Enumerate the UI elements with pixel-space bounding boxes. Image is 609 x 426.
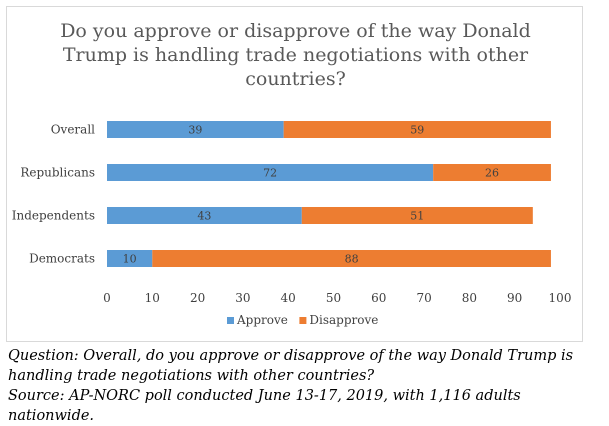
legend-label-approve: Approve — [236, 313, 288, 327]
x-tick-label: 0 — [103, 291, 111, 305]
bar-approve-democrats — [107, 250, 153, 267]
stacked-bar-chart: Overall 39 59 Republicans 72 26 Independents 43… — [12, 121, 572, 327]
caption-source: Source: AP-NORC poll conducted June 13-1… — [8, 388, 521, 424]
chart-title-line-1: Do you approve or disapprove of the way … — [60, 20, 531, 42]
chart-frame: Do you approve or disapprove of the way … — [6, 6, 583, 342]
data-label: 59 — [410, 124, 424, 137]
data-label: 26 — [485, 167, 499, 180]
data-label: 88 — [345, 253, 359, 266]
data-label: 51 — [410, 210, 424, 223]
legend-swatch-disapprove — [299, 317, 307, 324]
bar-approve-independents — [107, 207, 302, 224]
x-tick-label: 50 — [326, 291, 341, 305]
caption-question: Question: Overall, do you approve or dis… — [8, 348, 574, 384]
x-tick-label: 70 — [416, 291, 431, 305]
chart-title: Do you approve or disapprove of the way … — [7, 19, 584, 91]
bar-disapprove-independents — [301, 207, 533, 224]
x-tick-label: 20 — [190, 291, 205, 305]
bar-approve-republicans — [107, 164, 434, 181]
category-label: Democrats — [29, 252, 95, 266]
chart-title-line-2: Trump is handling trade negotiations wit… — [62, 44, 529, 66]
x-tick-label: 40 — [281, 291, 296, 305]
x-tick-label: 30 — [235, 291, 250, 305]
category-label: Republicans — [20, 166, 95, 180]
legend-swatch-approve — [227, 317, 234, 324]
bar-disapprove-democrats — [152, 250, 551, 267]
bar-approve-overall — [107, 121, 284, 138]
x-tick-label: 80 — [462, 291, 477, 305]
x-tick-label: 10 — [145, 291, 160, 305]
x-tick-label: 90 — [507, 291, 522, 305]
category-label: Overall — [51, 123, 95, 137]
chart-title-line-3: countries? — [245, 68, 346, 90]
x-tick-label: 100 — [549, 291, 572, 305]
data-label: 10 — [123, 253, 137, 266]
category-label: Independents — [12, 209, 95, 223]
bar-disapprove-overall — [283, 121, 551, 138]
data-label: 72 — [263, 167, 277, 180]
data-label: 43 — [197, 210, 211, 223]
data-label: 39 — [188, 124, 202, 137]
x-tick-label: 60 — [371, 291, 386, 305]
bar-disapprove-republicans — [433, 164, 551, 181]
legend-label-disapprove: Disapprove — [309, 313, 378, 327]
